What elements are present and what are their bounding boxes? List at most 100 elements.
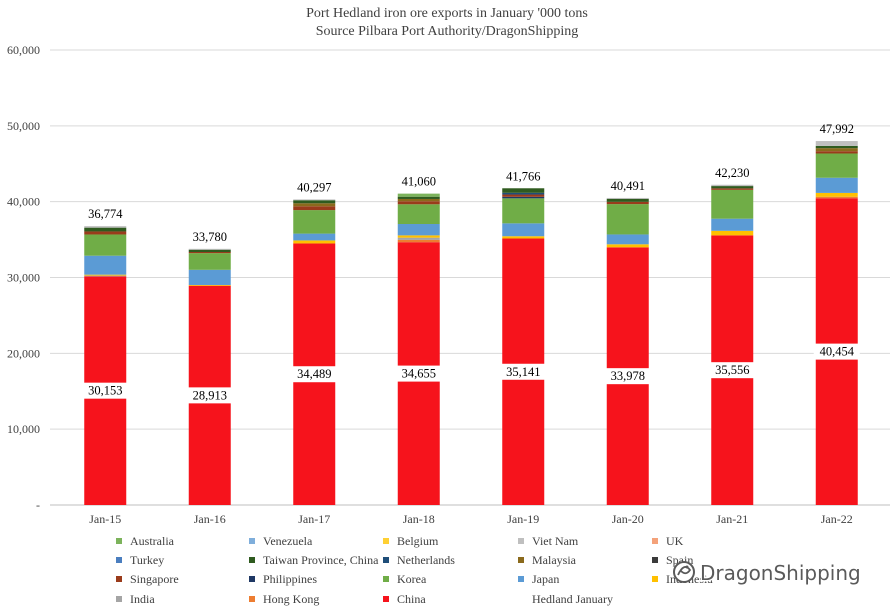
bar-segment-indonesia: [711, 230, 754, 236]
legend: Australia Venezuela Belgium Viet Nam UK Turke…: [116, 534, 713, 606]
total-data-label: 33,780: [193, 230, 227, 244]
bar-segment-singapore: [188, 251, 231, 254]
china-label-background: [604, 368, 651, 385]
china-label-background: [395, 365, 442, 382]
bar-segment-korea: [606, 204, 649, 235]
bar-segment-viet-nam: [188, 248, 231, 250]
legend-marker: [652, 576, 658, 582]
legend-marker: [116, 576, 122, 582]
legend-label: Korea: [397, 572, 427, 586]
china-data-label: 28,913: [193, 388, 227, 402]
x-tick-label: Jan-21: [716, 512, 748, 526]
legend-label: Belgium: [397, 534, 439, 548]
grid-and-axes: - 10,000 20,000 30,000 40,000 50,000 60,000: [7, 43, 890, 512]
bar-segment-singapore: [711, 188, 754, 190]
bar-segment-taiwan-province-china: [606, 198, 649, 202]
bar-segment-taiwan-province-china: [188, 249, 231, 252]
bar-segment-korea: [815, 153, 858, 178]
legend-item-netherlands: Netherlands: [383, 553, 455, 567]
bar-stack-jan-19: [502, 188, 545, 505]
bar-stack-jan-20: [606, 197, 649, 505]
bar-segment-taiwan-province-china: [815, 145, 858, 149]
legend-marker: [116, 557, 122, 563]
legend-label: Philippines: [263, 572, 317, 586]
bar-segment-japan: [188, 269, 231, 285]
bar-segment-korea: [502, 198, 545, 224]
china-label-background: [82, 382, 129, 399]
bar-segment-hong-kong: [397, 239, 440, 243]
legend-label: Viet Nam: [532, 534, 579, 548]
bar-segment-indonesia: [606, 244, 649, 248]
bar-segment-viet-nam: [84, 226, 127, 228]
legend-marker: [383, 538, 389, 544]
legend-marker: [383, 576, 389, 582]
legend-label: Japan: [532, 572, 559, 586]
legend-item-hedland-january: Hedland January: [532, 592, 613, 606]
legend-item-japan: Japan: [518, 572, 559, 586]
bar-segment-korea: [84, 234, 127, 256]
legend-marker: [116, 596, 122, 602]
bar-segment-korea: [293, 210, 336, 234]
china-data-label: 34,655: [402, 367, 436, 381]
y-tick-label: 40,000: [7, 195, 40, 209]
legend-label: Australia: [130, 534, 175, 548]
legend-item-singapore: Singapore: [116, 572, 179, 586]
legend-label: Hong Kong: [263, 592, 319, 606]
legend-label: India: [130, 592, 155, 606]
watermark: DragonShipping: [673, 560, 862, 587]
y-tick-label: 10,000: [7, 422, 40, 436]
bar-segment-singapore: [815, 151, 858, 154]
bar-segment-japan: [815, 177, 858, 193]
legend-item-malaysia: Malaysia: [518, 553, 577, 567]
bar-segment-taiwan-province-china: [711, 186, 754, 189]
x-tick-label: Jan-22: [821, 512, 853, 526]
x-tick-label: Jan-16: [194, 512, 226, 526]
bar-segment-korea: [711, 189, 754, 219]
legend-item-viet-nam: Viet Nam: [518, 534, 579, 548]
bar-segment-singapore: [84, 231, 127, 235]
bar-segment-indonesia: [815, 192, 858, 197]
legend-marker: [249, 576, 255, 582]
china-label-background: [186, 387, 233, 404]
legend-label: UK: [666, 534, 684, 548]
bar-stack-jan-17: [293, 199, 336, 505]
bar-segment-japan: [293, 233, 336, 241]
bar-segment-singapore: [397, 201, 440, 205]
legend-marker: [249, 538, 255, 544]
bar-segment-indonesia: [502, 236, 545, 239]
bar-segment-japan: [711, 218, 754, 231]
china-label-background: [709, 362, 756, 379]
bar-segment-japan: [502, 223, 545, 237]
bar-segment-viet-nam: [293, 199, 336, 201]
bar-segment-taiwan-province-china: [84, 227, 127, 232]
legend-item-belgium: Belgium: [383, 534, 439, 548]
total-data-label: 42,230: [715, 166, 749, 180]
total-data-label: 40,491: [611, 179, 645, 193]
watermark-text: DragonShipping: [700, 561, 861, 585]
total-data-label: 47,992: [820, 122, 854, 136]
legend-label: Hedland January: [532, 592, 613, 606]
bar-segment-japan: [84, 255, 127, 275]
bar-segment-malaysia: [397, 198, 440, 202]
bar-segment-indonesia: [293, 240, 336, 244]
bar-stack-jan-16: [188, 248, 231, 505]
legend-item-uk: UK: [652, 534, 684, 548]
x-tick-label: Jan-17: [298, 512, 330, 526]
bar-segment-viet-nam: [815, 141, 858, 146]
bar-segment-taiwan-province-china: [293, 200, 336, 204]
y-tick-label: -: [36, 498, 40, 512]
bar-segment-malaysia: [815, 148, 858, 152]
legend-marker: [249, 596, 255, 602]
legend-marker: [652, 538, 658, 544]
legend-label: Taiwan Province, China: [263, 553, 379, 567]
bar-segment-japan: [397, 223, 440, 236]
bar-segment-indonesia: [84, 274, 127, 276]
bar-segment-singapore: [502, 194, 545, 197]
bar-stack-jan-15: [84, 226, 127, 505]
legend-item-venezuela: Venezuela: [249, 534, 313, 548]
bar-segment-philippines: [502, 196, 545, 199]
china-data-label: 35,141: [506, 365, 540, 379]
total-data-label: 41,766: [506, 169, 540, 183]
bar-segment-viet-nam: [606, 197, 649, 199]
